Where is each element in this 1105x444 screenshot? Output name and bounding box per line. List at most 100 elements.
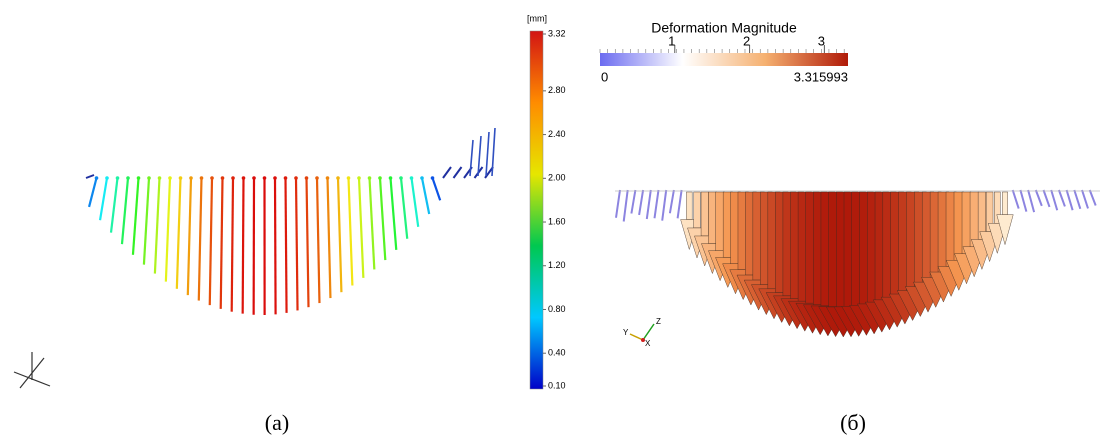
arrow-head <box>189 176 193 180</box>
tick-label: 3 <box>818 33 825 48</box>
arrow-head <box>336 176 340 180</box>
arrow-head <box>168 176 172 180</box>
tick-label: 1.20 <box>548 260 566 270</box>
tick-label: 3.32 <box>548 28 566 38</box>
arrow <box>166 178 170 282</box>
arrow-shaft <box>701 192 708 236</box>
arrow <box>1082 190 1088 208</box>
arrow <box>662 190 666 221</box>
arrow-head <box>389 176 393 180</box>
arrow-shaft <box>1002 192 1007 215</box>
colorbar-max: 3.315993 <box>794 69 848 84</box>
arrow <box>286 178 287 313</box>
arrow <box>655 190 659 218</box>
arrow <box>670 190 674 213</box>
arrow <box>370 178 375 269</box>
arrow-head <box>378 176 382 180</box>
colorbar-b <box>600 53 848 66</box>
arrow-shaft <box>970 192 978 247</box>
arrow <box>631 190 635 213</box>
axis-label: Z <box>656 317 661 326</box>
arrow <box>1059 190 1065 206</box>
arrow <box>391 178 397 250</box>
arrow <box>433 178 441 200</box>
arrow <box>1020 190 1026 212</box>
arrow-head <box>179 176 183 180</box>
arrow-head <box>357 176 361 180</box>
arrow <box>470 140 473 176</box>
arrow-head <box>315 176 319 180</box>
arrow <box>639 190 643 215</box>
arrow-head <box>284 176 288 180</box>
tick-label: 0.40 <box>548 348 566 358</box>
axis-label: Y <box>623 328 629 337</box>
arrow <box>144 178 149 265</box>
arrow <box>199 178 202 301</box>
arrow <box>380 178 385 260</box>
arrow-head <box>368 176 372 180</box>
arrow <box>647 190 651 219</box>
arrow-head <box>305 176 309 180</box>
arrow <box>296 178 298 310</box>
arrow <box>317 178 319 303</box>
tick-label: 2.40 <box>548 129 566 139</box>
arrow-head <box>399 176 403 180</box>
arrow <box>443 167 451 178</box>
arrow-head <box>147 176 151 180</box>
arrow-shaft <box>686 192 692 220</box>
arrow-head <box>137 176 141 180</box>
arrow-head <box>326 176 330 180</box>
arrow-head <box>221 176 225 180</box>
tick-label: 1.60 <box>548 216 566 226</box>
arrow <box>86 175 94 178</box>
tick-label: 1 <box>668 33 675 48</box>
colorbar-unit: [mm] <box>527 13 547 23</box>
arrow-head <box>431 176 435 180</box>
arrow <box>133 178 139 255</box>
arrow <box>275 178 276 314</box>
arrow <box>412 178 419 227</box>
arrow-head <box>242 176 246 180</box>
arrow-head <box>210 176 214 180</box>
arrow <box>243 178 244 314</box>
tick-label: 2.00 <box>548 173 566 183</box>
arrow <box>1051 190 1057 210</box>
arrow-head <box>410 176 414 180</box>
arrow-head <box>252 176 256 180</box>
figure: [mm] Deformation Magnitude 0 3.315993 Y … <box>0 0 1105 439</box>
arrow <box>1036 190 1042 206</box>
arrow-head <box>263 176 267 180</box>
arrow <box>89 178 96 207</box>
arrow <box>328 178 331 298</box>
axis-triad-a <box>14 352 50 388</box>
arrow <box>616 190 620 218</box>
tick-label: 0.10 <box>548 380 566 390</box>
arrow <box>1074 190 1080 209</box>
arrow-head <box>347 176 351 180</box>
arrow <box>454 167 462 178</box>
arrow <box>307 178 309 307</box>
arrow <box>492 128 495 176</box>
arrow <box>349 178 353 285</box>
arrow <box>359 178 363 278</box>
arrow <box>111 178 117 233</box>
arrow-head <box>105 176 109 180</box>
arrow-head <box>294 176 298 180</box>
arrow <box>155 178 160 274</box>
arrow-shaft <box>694 192 701 228</box>
arrow <box>177 178 181 289</box>
axis-triad-b <box>630 324 654 342</box>
vector-field-a <box>86 128 495 315</box>
arrow <box>1013 190 1019 209</box>
caption: (б) <box>840 410 866 435</box>
arrow <box>401 178 407 239</box>
arrow-head <box>158 176 162 180</box>
arrow <box>678 190 682 218</box>
vector-field-b <box>615 190 1100 337</box>
arrow <box>422 178 429 214</box>
arrow-head <box>116 176 120 180</box>
caption: (a) <box>265 410 289 435</box>
arrow-head <box>273 176 277 180</box>
arrow-head <box>231 176 235 180</box>
arrow <box>188 178 191 295</box>
